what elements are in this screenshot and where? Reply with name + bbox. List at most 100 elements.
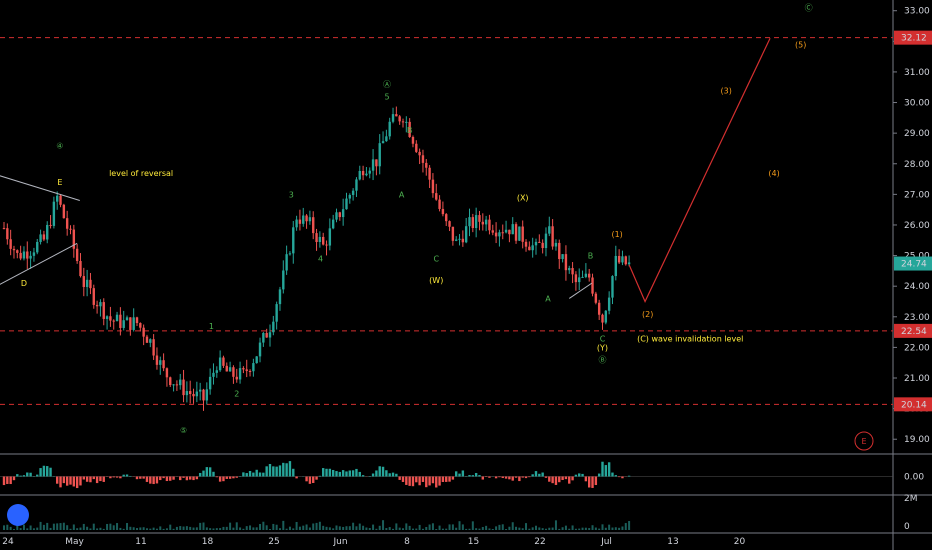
indicator-bar bbox=[398, 476, 401, 480]
candle-body bbox=[425, 162, 428, 168]
candle-body bbox=[481, 221, 484, 225]
volume-bar bbox=[491, 528, 494, 530]
volume-bar bbox=[199, 522, 202, 530]
wave-label: A bbox=[399, 190, 405, 199]
indicator-bar bbox=[169, 476, 172, 481]
wave-label: ④ bbox=[56, 141, 63, 150]
annotation-text: level of reversal bbox=[109, 169, 173, 178]
volume-bar bbox=[189, 526, 192, 530]
last-price-tag bbox=[894, 256, 932, 271]
candle-body bbox=[498, 232, 501, 237]
tradingview-logo[interactable] bbox=[7, 504, 29, 526]
volume-bar bbox=[222, 526, 225, 530]
candle-body bbox=[358, 170, 361, 180]
volume-bar bbox=[495, 526, 498, 530]
candle-body bbox=[82, 276, 85, 287]
candle-body bbox=[298, 219, 302, 224]
volume-bar bbox=[249, 525, 252, 530]
volume-bar bbox=[172, 528, 175, 530]
volume-bar bbox=[269, 528, 271, 530]
volume-bar bbox=[475, 528, 478, 530]
indicator-bar bbox=[165, 476, 169, 482]
indicator-bar bbox=[551, 476, 554, 484]
volume-bar bbox=[468, 528, 471, 530]
volume-bar bbox=[285, 528, 288, 530]
indicator-bar bbox=[584, 476, 588, 482]
volume-bar bbox=[165, 528, 168, 530]
volume-bar bbox=[225, 526, 228, 530]
candle-body bbox=[218, 357, 222, 371]
indicator-tick-label: 0.00 bbox=[904, 473, 924, 483]
indicator-bar bbox=[488, 476, 491, 478]
volume-bar bbox=[52, 523, 55, 530]
indicator-bar bbox=[435, 476, 438, 488]
y-tick-label: 27.00 bbox=[904, 190, 930, 200]
indicator-bar bbox=[46, 466, 49, 477]
candle-body bbox=[607, 297, 611, 311]
volume-bar bbox=[79, 527, 82, 530]
x-tick-label: Jun bbox=[332, 537, 347, 547]
candle-body bbox=[355, 179, 358, 191]
indicator-bar bbox=[135, 476, 139, 480]
candle-body bbox=[341, 209, 345, 218]
x-tick-label: 18 bbox=[202, 537, 214, 547]
indicator-bar bbox=[415, 476, 418, 483]
wave-label: 3 bbox=[289, 190, 294, 199]
candle-body bbox=[451, 226, 455, 241]
volume-bar bbox=[235, 522, 238, 530]
volume-bar bbox=[3, 525, 5, 530]
candle-body bbox=[22, 251, 26, 259]
candle-body bbox=[544, 233, 548, 249]
candle-body bbox=[375, 159, 378, 167]
indicator-bar bbox=[322, 468, 325, 477]
candle-body bbox=[69, 228, 72, 230]
candle-body bbox=[524, 241, 528, 247]
x-tick-label: 25 bbox=[268, 537, 279, 547]
indicator-bar bbox=[534, 471, 538, 477]
volume-bar bbox=[152, 527, 155, 530]
indicator-bar bbox=[292, 468, 295, 477]
candle-body bbox=[272, 321, 275, 333]
volume-bar bbox=[581, 527, 584, 530]
candle-body bbox=[617, 255, 621, 263]
indicator-bar bbox=[245, 473, 248, 477]
indicator-bar bbox=[541, 472, 544, 477]
wave-label: (2) bbox=[642, 310, 653, 319]
volume-bar bbox=[435, 528, 438, 530]
indicator-bar bbox=[278, 465, 282, 477]
candle-body bbox=[189, 391, 192, 395]
volume-bar bbox=[418, 524, 421, 530]
volume-bar bbox=[614, 527, 617, 530]
candle-body bbox=[149, 339, 152, 343]
volume-bar bbox=[116, 523, 119, 530]
indicator-bar bbox=[431, 476, 435, 484]
candle-body bbox=[285, 254, 288, 271]
volume-bar bbox=[372, 524, 375, 530]
indicator-bar bbox=[2, 476, 6, 486]
candle-body bbox=[26, 251, 29, 259]
indicator-bar bbox=[22, 475, 26, 477]
indicator-bar bbox=[421, 476, 425, 482]
volume-bar bbox=[32, 528, 35, 530]
candle-body bbox=[302, 215, 305, 224]
volume-tick-label: 0 bbox=[904, 522, 910, 532]
candle-body bbox=[561, 254, 564, 260]
indicator-bar bbox=[471, 475, 475, 477]
indicator-bar bbox=[149, 476, 152, 484]
indicator-bar bbox=[198, 472, 202, 477]
volume-bar bbox=[215, 528, 218, 530]
indicator-bar bbox=[388, 473, 391, 477]
volume-bar bbox=[102, 528, 105, 530]
trendline bbox=[568, 282, 593, 299]
level-tag-label: 20.14 bbox=[901, 400, 927, 410]
candle-body bbox=[611, 276, 614, 298]
indicator-bar bbox=[222, 476, 225, 482]
indicator-bar bbox=[19, 475, 22, 477]
volume-bar bbox=[385, 528, 388, 530]
candle-body bbox=[365, 173, 368, 176]
indicator-bar bbox=[315, 476, 318, 480]
indicator-bar bbox=[358, 471, 361, 477]
candle-body bbox=[162, 360, 165, 369]
indicator-bar bbox=[348, 470, 351, 477]
